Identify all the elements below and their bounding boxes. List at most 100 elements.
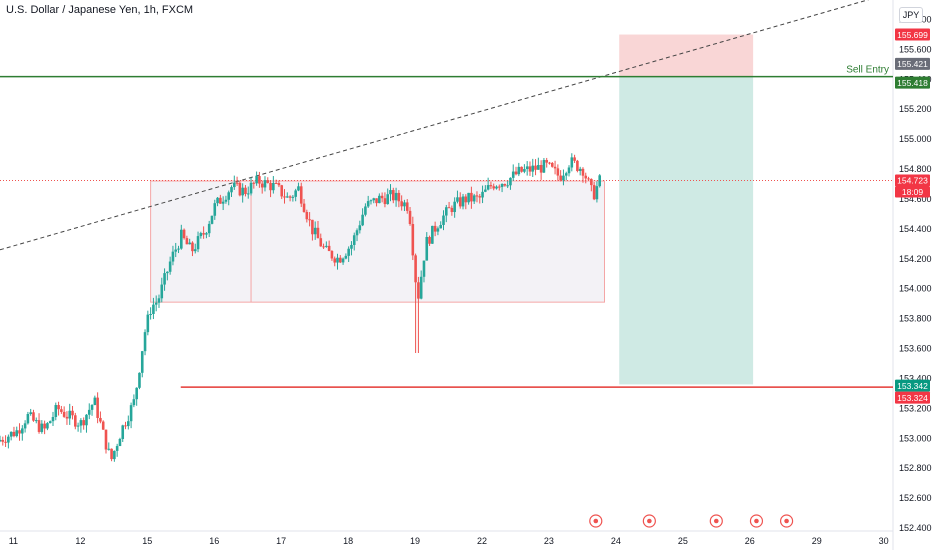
candle-body [553,166,557,169]
y-tick-label: 155.000 [899,134,932,144]
y-tick-label: 153.800 [899,314,932,324]
candle-body [135,387,138,400]
candle-body [425,236,429,261]
candle-body [439,224,443,229]
candle-body [302,203,306,212]
candle-body [96,397,99,418]
candle-body [54,405,58,418]
candle-body [79,420,83,426]
x-tick-label: 15 [142,536,152,546]
candle-body [37,420,41,432]
candle-body [188,242,191,245]
candle-body [500,184,504,187]
event-icon-dot [754,518,759,524]
x-tick-label: 29 [812,536,822,546]
candle-body [428,236,431,244]
candle-body [113,450,116,460]
candle-body [216,197,219,204]
candle-body [294,190,297,197]
candle-body [34,420,38,422]
sell-entry-label: Sell Entry [846,65,889,76]
candle-body [140,351,144,373]
candle-body [104,429,108,450]
candle-body [366,201,370,207]
candle-body [238,182,242,196]
x-tick-label: 17 [276,536,286,546]
candle-body [43,423,46,429]
candle-body [444,207,448,216]
candle-body [338,257,342,263]
candle-body [542,160,546,173]
candle-body [545,160,549,163]
candle-body [210,215,214,224]
candle-body [375,198,378,204]
candle-body [556,168,560,176]
candle-body [467,192,470,203]
candle-body [65,416,69,419]
candle-body [319,238,323,247]
candle-body [534,165,537,170]
candle-body [514,171,518,175]
x-tick-label: 22 [477,536,487,546]
candle-body [157,298,161,303]
candle-body [152,304,155,314]
candle-body [503,184,507,186]
candle-body [389,190,392,195]
candle-body [143,332,147,352]
event-icon-dot [647,518,652,524]
candle-body [71,410,74,416]
candle-body [397,192,401,202]
trendline [0,0,870,251]
candle-body [4,441,7,443]
candle-body [29,412,32,415]
candle-body [408,210,412,225]
candle-body [266,180,270,183]
candle-body [235,182,239,184]
candle-body [171,251,175,262]
candle-body [564,173,568,176]
candle-body [464,196,468,203]
candle-body [456,197,459,202]
currency-button[interactable]: JPY [899,7,923,23]
candle-body [414,255,417,283]
candle-body [32,412,35,421]
candle-body [548,162,551,164]
candle-body [517,166,521,175]
candle-body [506,185,509,187]
candle-body [358,225,362,231]
candle-body [199,233,203,237]
event-icon-dot [784,518,789,524]
candle-body [18,430,21,434]
candle-body [562,175,565,181]
y-tick-label: 152.400 [899,523,932,533]
candle-body [57,405,60,410]
candle-body [274,182,278,184]
stop-loss-badge-bg [895,28,930,41]
candle-body [180,229,183,249]
y-tick-label: 155.200 [899,104,932,114]
candle-body [587,178,590,180]
candle-body [531,165,535,172]
candle-body [224,199,228,202]
candle-body [305,211,309,220]
x-tick-label: 18 [343,536,353,546]
x-tick-label: 24 [611,536,621,546]
candle-body [163,273,166,285]
candle-body [207,223,211,234]
candle-body [567,167,571,174]
candle-body [68,410,72,419]
candle-body [227,192,231,200]
candle-body [330,251,334,259]
symbol-title[interactable]: U.S. Dollar / Japanese Yen, 1h, FXCM [6,4,194,16]
candle-body [489,185,493,187]
candle-body [590,178,593,186]
candle-body [595,186,599,200]
candle-body [453,201,456,213]
y-tick-label: 154.400 [899,224,932,234]
current-price-badge-countdown: 18:09 [902,187,924,197]
candle-body [313,227,317,235]
candle-body [46,423,49,429]
candle-body [202,233,205,235]
